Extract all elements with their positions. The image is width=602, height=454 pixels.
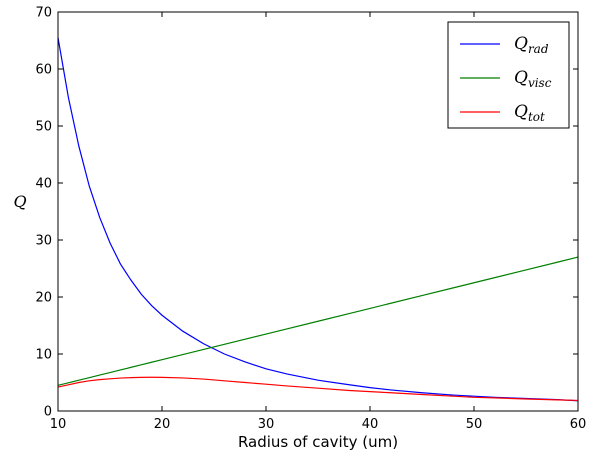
series-line-tot	[57, 376, 579, 402]
y-axis-label: Q	[13, 192, 26, 211]
x-tick-label: 50	[466, 417, 483, 432]
x-tick-label: 10	[50, 417, 67, 432]
legend-label-rad: Qrad	[514, 34, 549, 56]
legend: Qrad Qvisc Qtot	[447, 21, 570, 129]
y-tick-label: 20	[35, 291, 52, 306]
x-tick-label: 60	[570, 417, 587, 432]
series-layer	[57, 37, 579, 402]
plot-frame	[57, 11, 579, 412]
y-tick-label: 10	[35, 348, 52, 363]
y-tick-label: 0	[44, 405, 52, 420]
series-line-rad	[57, 37, 579, 402]
y-axis-ticks: 0 10 20 30 40 50 60 70	[35, 6, 578, 420]
y-tick-label: 30	[35, 234, 52, 249]
x-tick-label: 40	[362, 417, 379, 432]
y-tick-label: 60	[35, 63, 52, 78]
legend-box	[447, 21, 570, 129]
x-tick-label: 30	[258, 417, 275, 432]
legend-label-tot: Qtot	[514, 102, 545, 124]
y-tick-label: 70	[35, 6, 52, 21]
x-axis-ticks: 10 20 30 40 50 60	[50, 12, 587, 432]
series-line-visc	[57, 256, 579, 386]
x-axis-label: Radius of cavity (um)	[238, 433, 398, 451]
legend-label-visc: Qvisc	[514, 68, 552, 90]
y-tick-label: 50	[35, 120, 52, 135]
y-tick-label: 40	[35, 177, 52, 192]
x-tick-label: 20	[154, 417, 171, 432]
